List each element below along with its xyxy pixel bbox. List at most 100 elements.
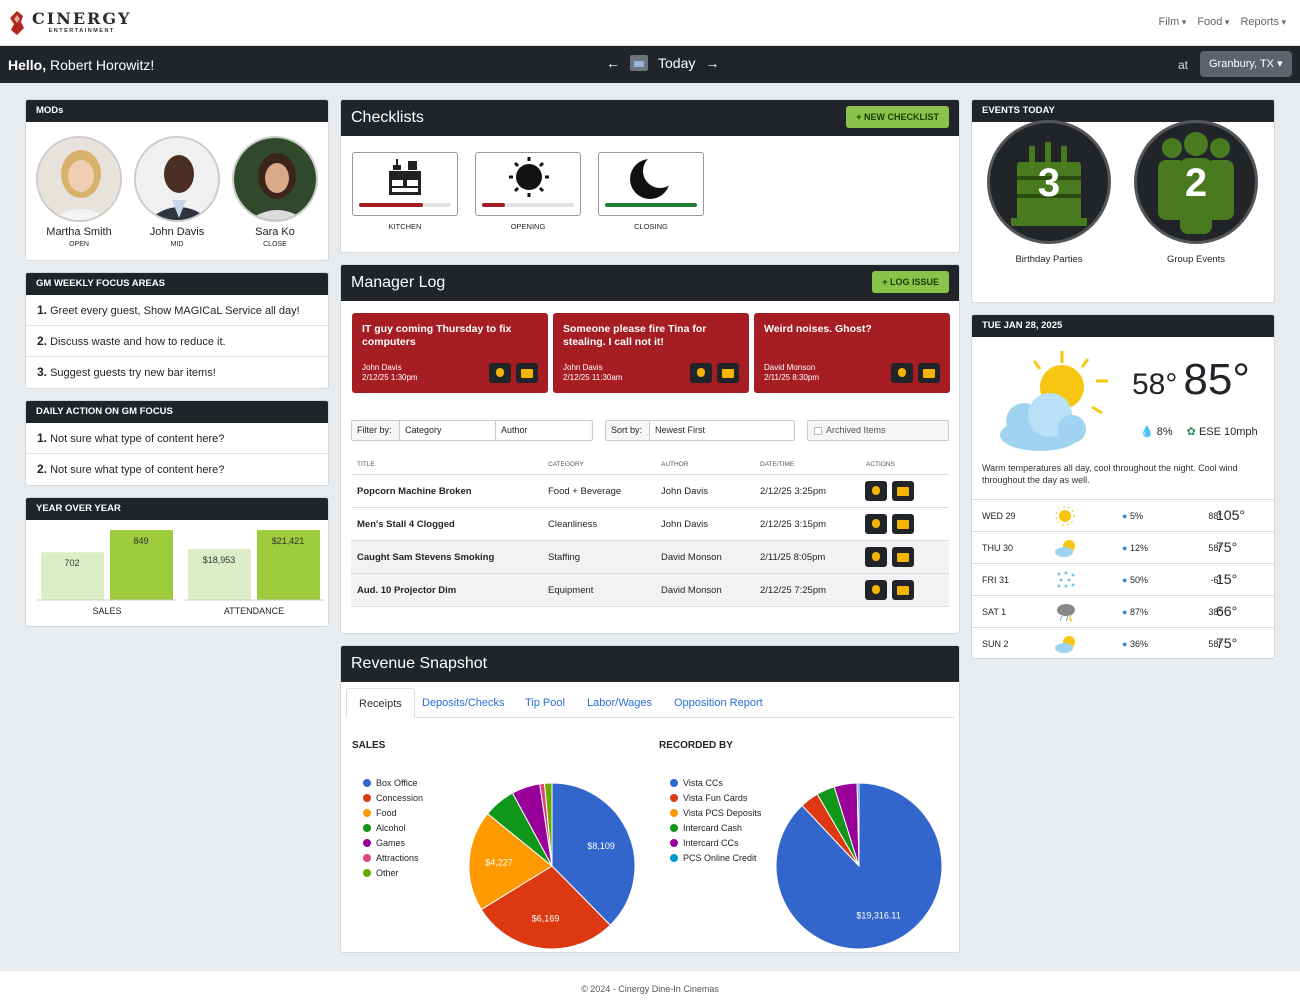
thumbs-down-icon[interactable] — [891, 363, 913, 383]
table-row[interactable]: Caught Sam Stevens Smoking Staffing Davi… — [351, 541, 949, 574]
legend-swatch — [363, 779, 371, 787]
forecast-high: 105° — [1216, 507, 1245, 523]
yoy-prev-bar — [41, 552, 104, 600]
forecast-low: 88° — [1208, 511, 1222, 521]
legend-swatch — [363, 809, 371, 817]
forecast-high: 75° — [1216, 635, 1238, 651]
row-category: Cleanliness — [548, 519, 598, 530]
forecast-high: 75° — [1216, 539, 1238, 555]
wind-value: ESE 10mph — [1198, 426, 1258, 438]
item-text: Not sure what type of content here? — [50, 433, 225, 445]
forecast-row: FRI 31 ● 50% -6° 15° — [972, 563, 1274, 595]
prev-day-arrow-icon[interactable]: ← — [606, 55, 620, 71]
next-day-arrow-icon[interactable]: → — [705, 55, 720, 71]
legend-item: PCS Online Credit — [670, 851, 770, 866]
row-author: John Davis — [661, 519, 708, 530]
mod-person[interactable]: John Davis MID — [134, 136, 220, 248]
temp-low: 58° — [1132, 368, 1178, 401]
archived-checkbox[interactable] — [814, 426, 822, 435]
col-datetime: DATE/TIME — [760, 461, 795, 468]
legend-swatch — [363, 794, 371, 802]
storm-icon — [1057, 604, 1075, 622]
sort-select[interactable]: Newest First — [650, 421, 794, 440]
tab-tip-pool[interactable]: Tip Pool — [525, 697, 565, 709]
pie-slice-label: $19,316.11 — [856, 910, 900, 920]
date-label: Today — [658, 55, 696, 71]
new-checklist-button[interactable]: + NEW CHECKLIST — [846, 106, 949, 128]
folder-icon[interactable] — [892, 547, 914, 567]
forecast-precip: ● 87% — [1122, 607, 1148, 617]
event-group[interactable]: 2 Group Events — [1134, 120, 1258, 265]
folder-icon[interactable] — [918, 363, 940, 383]
thumbs-down-icon[interactable] — [489, 363, 511, 383]
tab-deposits[interactable]: Deposits/Checks — [422, 697, 505, 709]
forecast-precip-value: 50% — [1129, 575, 1148, 585]
folder-icon[interactable] — [892, 514, 914, 534]
legend-item: Vista Fun Cards — [670, 791, 770, 806]
yoy-prev-bar — [188, 548, 251, 600]
filter-author-select[interactable]: Author — [496, 421, 590, 440]
table-row[interactable]: Popcorn Machine Broken Food + Beverage J… — [351, 475, 949, 508]
table-row[interactable]: Men's Stall 4 Clogged Cleanliness John D… — [351, 508, 949, 541]
brand-logo[interactable]: CINERGY ENTERTAINMENT — [8, 8, 131, 38]
log-issue-button[interactable]: + LOG ISSUE — [872, 271, 949, 293]
thumbs-up-icon[interactable] — [865, 481, 887, 501]
folder-icon[interactable] — [892, 580, 914, 600]
tab-opposition[interactable]: Opposition Report — [674, 697, 763, 709]
greeting-bar: Hello, Robert Horowitz! ← Today → at Gra… — [0, 46, 1300, 83]
checklists-card: Checklists + NEW CHECKLIST KITCHEN OPENI… — [340, 99, 960, 253]
legend-label: Alcohol — [376, 823, 406, 833]
forecast-day: THU 30 — [982, 543, 1014, 553]
raindrop-icon: 💧 — [1140, 426, 1154, 438]
logo-mark-icon — [8, 10, 26, 36]
revenue-card: Revenue Snapshot Receipts Deposits/Check… — [340, 645, 960, 953]
avatar — [134, 136, 220, 222]
item-number: 2. — [37, 462, 48, 476]
log-card-title: IT guy coming Thursday to fix computers — [362, 323, 512, 348]
log-card[interactable]: Someone please fire Tina for stealing. I… — [553, 313, 749, 393]
folder-icon[interactable] — [516, 363, 538, 383]
calendar-icon[interactable] — [630, 55, 648, 71]
mod-person[interactable]: Martha Smith OPEN — [36, 136, 122, 248]
menu-food[interactable]: Food — [1197, 16, 1229, 28]
recorded-pie-chart: $19,316.11 — [775, 782, 943, 950]
legend-label: Attractions — [376, 853, 419, 863]
tab-labor[interactable]: Labor/Wages — [587, 697, 653, 709]
pie-slice-label: $8,109 — [587, 841, 615, 851]
thumbs-up-icon[interactable] — [865, 580, 887, 600]
checklist-closing[interactable] — [598, 152, 704, 216]
group-icon: 2 — [1134, 120, 1258, 244]
table-row[interactable]: Aud. 10 Projector Dim Equipment David Mo… — [351, 574, 949, 607]
menu-reports[interactable]: Reports — [1240, 16, 1286, 28]
folder-icon[interactable] — [892, 481, 914, 501]
checklist-opening[interactable] — [475, 152, 581, 216]
avatar — [232, 136, 318, 222]
tab-receipts[interactable]: Receipts — [346, 688, 415, 718]
row-category: Food + Beverage — [548, 486, 622, 497]
thumbs-down-icon[interactable] — [690, 363, 712, 383]
location-dropdown[interactable]: Granbury, TX ▾ — [1200, 51, 1292, 77]
event-birthday[interactable]: 3 Birthday Parties — [987, 120, 1111, 265]
pie-slice — [468, 812, 553, 911]
mod-name: Martha Smith — [46, 226, 112, 238]
mod-person[interactable]: Sara Ko CLOSE — [232, 136, 318, 248]
filter-category-select[interactable]: Category — [400, 421, 496, 440]
checklist-kitchen[interactable] — [352, 152, 458, 216]
legend-swatch — [670, 794, 678, 802]
yoy-group-label: ATTENDANCE — [224, 606, 284, 616]
log-card[interactable]: IT guy coming Thursday to fix computers … — [352, 313, 548, 393]
log-filter-bar: Filter by: Category Author Sort by: Newest … — [351, 420, 949, 442]
recorded-legend: Vista CCs Vista Fun Cards Vista PCS Deposi… — [670, 776, 770, 866]
archived-toggle[interactable]: Archived Items — [807, 420, 949, 441]
log-card-date: 2/11/25 8:30pm — [764, 373, 820, 382]
menu-film[interactable]: Film — [1159, 16, 1187, 28]
folder-icon[interactable] — [717, 363, 739, 383]
sales-title: SALES — [352, 740, 386, 751]
thumbs-up-icon[interactable] — [865, 514, 887, 534]
forecast-day: SAT 1 — [982, 607, 1007, 617]
sun-icon — [1055, 506, 1075, 526]
thumbs-up-icon[interactable] — [865, 547, 887, 567]
log-card[interactable]: Weird noises. Ghost? David Monson 2/11/25… — [754, 313, 950, 393]
filter-label: Filter by: — [352, 421, 400, 440]
list-item: 1. Not sure what type of content here? — [26, 423, 328, 454]
